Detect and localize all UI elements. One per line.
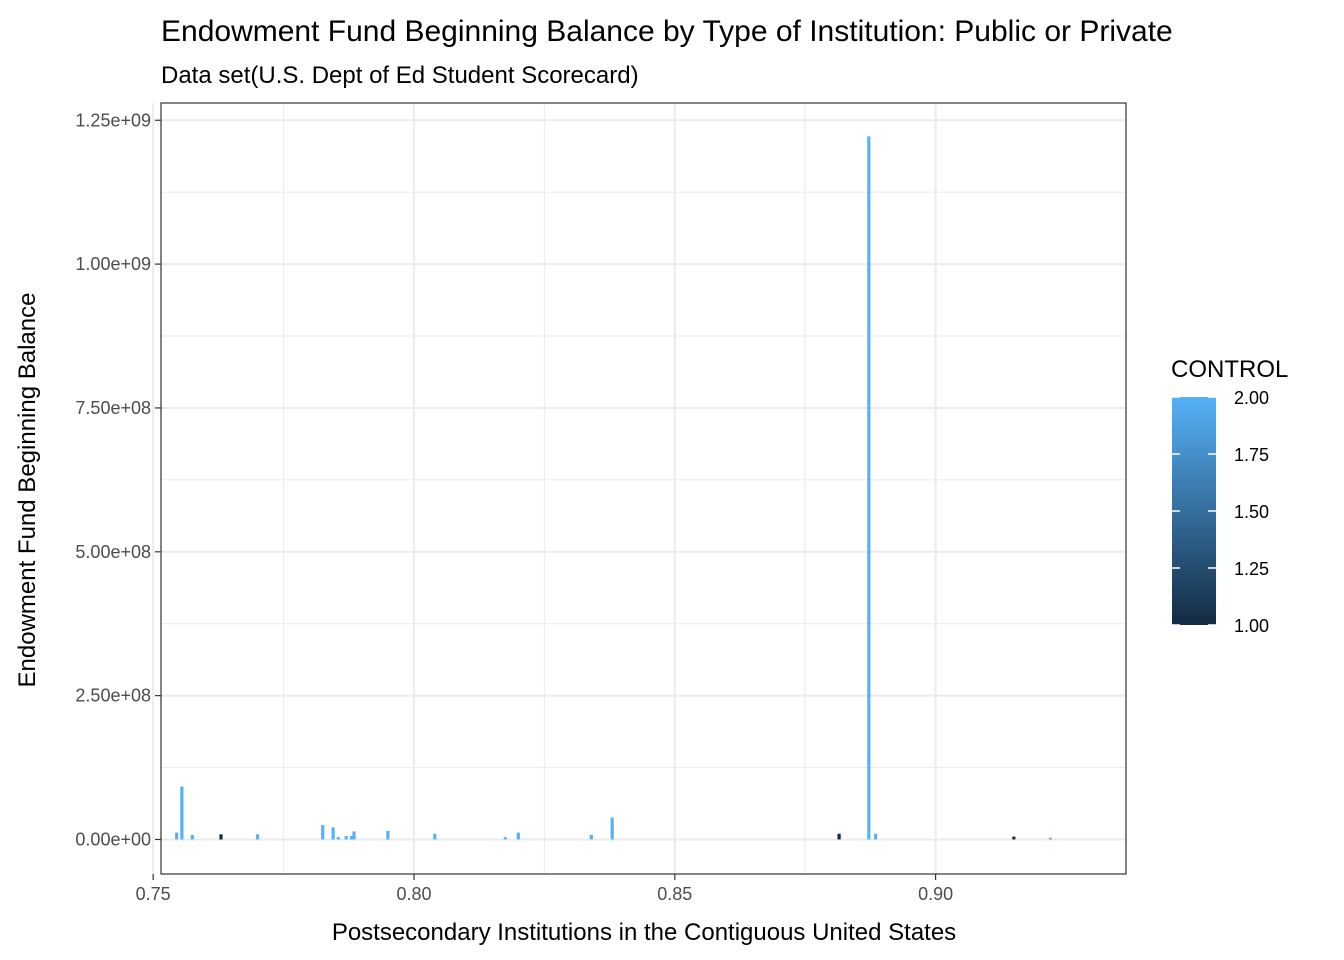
bar <box>180 786 184 840</box>
bar <box>175 832 179 840</box>
legend-break-label: 1.25 <box>1234 559 1269 579</box>
color-legend: CONTROL 2.00 1.75 1.50 1.25 1.00 <box>1171 356 1288 636</box>
y-tick-label: 1.25e+09 <box>75 110 151 130</box>
legend-break-label: 1.50 <box>1234 502 1269 522</box>
chart-title: Endowment Fund Beginning Balance by Type… <box>161 15 1173 48</box>
x-tick-label: 0.75 <box>136 884 171 904</box>
legend-break-label: 1.75 <box>1234 445 1269 465</box>
x-tick-label: 0.80 <box>396 884 431 904</box>
y-tick-label: 7.50e+08 <box>75 398 151 418</box>
bar <box>336 837 340 840</box>
bar <box>589 834 593 840</box>
x-tick-label: 0.90 <box>918 884 953 904</box>
bar <box>331 827 335 840</box>
plot-panel <box>152 102 1127 875</box>
bar <box>837 833 841 840</box>
panel-background <box>161 103 1126 874</box>
x-tick-label: 0.85 <box>657 884 692 904</box>
y-tick-label: 2.50e+08 <box>75 686 151 706</box>
y-axis-title: Endowment Fund Beginning Balance <box>14 293 41 688</box>
y-tick-label: 0.00e+00 <box>75 829 151 849</box>
bar <box>349 836 353 840</box>
bar <box>516 832 520 840</box>
bar <box>344 836 348 840</box>
x-axis-title: Postsecondary Institutions in the Contig… <box>332 919 956 946</box>
chart-subtitle: Data set(U.S. Dept of Ed Student Scoreca… <box>161 62 639 89</box>
bar <box>190 834 194 840</box>
legend-title: CONTROL <box>1171 356 1288 383</box>
bar <box>321 825 325 840</box>
bar <box>386 830 390 840</box>
x-axis: 0.75 0.80 0.85 0.90 <box>136 874 953 904</box>
y-tick-label: 5.00e+08 <box>75 542 151 562</box>
bar <box>255 834 260 840</box>
legend-break-label: 1.00 <box>1234 616 1269 636</box>
y-axis: 0.00e+00 2.50e+08 5.00e+08 7.50e+08 1.00e+09… <box>75 110 161 849</box>
bar <box>1012 836 1016 840</box>
panel-border <box>160 102 1127 875</box>
bar <box>352 831 356 840</box>
bar <box>503 837 507 840</box>
bar <box>219 834 223 840</box>
bar <box>874 833 878 840</box>
bar <box>1048 837 1052 840</box>
bar <box>610 817 614 840</box>
y-tick-label: 1.00e+09 <box>75 254 151 274</box>
legend-break-label: 2.00 <box>1234 388 1269 408</box>
bar <box>433 833 437 840</box>
bar <box>867 136 871 840</box>
